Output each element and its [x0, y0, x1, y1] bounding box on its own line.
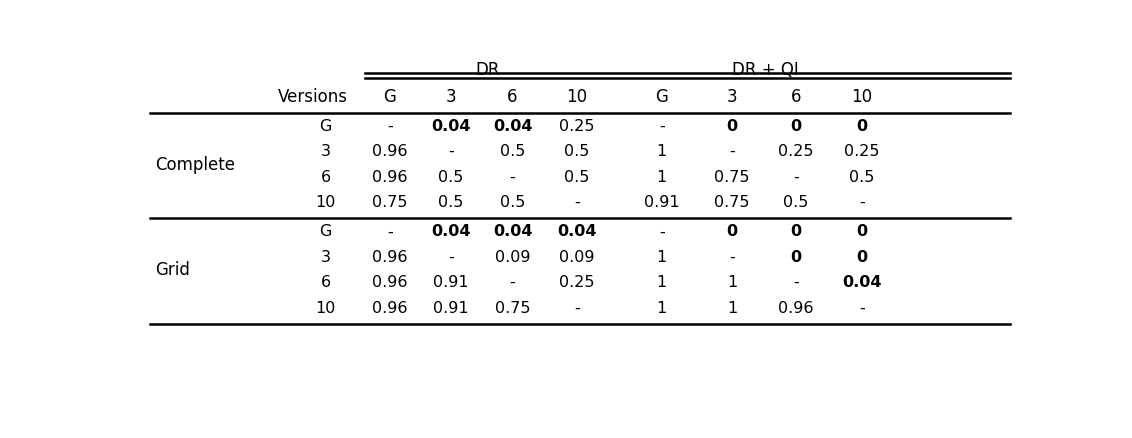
- Text: 0.25: 0.25: [778, 144, 814, 159]
- Text: 0.5: 0.5: [783, 194, 808, 210]
- Text: 0.04: 0.04: [557, 224, 597, 239]
- Text: 0: 0: [790, 249, 801, 264]
- Text: 1: 1: [657, 300, 667, 315]
- Text: DR: DR: [475, 61, 499, 79]
- Text: 0: 0: [727, 119, 737, 134]
- Text: 6: 6: [507, 88, 517, 106]
- Text: 10: 10: [851, 88, 873, 106]
- Text: -: -: [659, 224, 664, 239]
- Text: 0.09: 0.09: [495, 249, 531, 264]
- Text: -: -: [859, 300, 865, 315]
- Text: 1: 1: [727, 275, 737, 290]
- Text: 0: 0: [856, 224, 867, 239]
- Text: 0.09: 0.09: [559, 249, 594, 264]
- Text: 0.75: 0.75: [714, 194, 749, 210]
- Text: 0.75: 0.75: [495, 300, 531, 315]
- Text: 0.5: 0.5: [849, 170, 874, 184]
- Text: 0.25: 0.25: [844, 144, 880, 159]
- Text: 0.04: 0.04: [842, 275, 882, 290]
- Text: Grid: Grid: [155, 261, 189, 279]
- Text: 6: 6: [320, 170, 331, 184]
- Text: 0.25: 0.25: [559, 119, 594, 134]
- Text: 0: 0: [856, 249, 867, 264]
- Text: 0.5: 0.5: [438, 170, 464, 184]
- Text: -: -: [659, 119, 664, 134]
- Text: -: -: [794, 170, 799, 184]
- Text: -: -: [448, 249, 454, 264]
- Text: 0.75: 0.75: [714, 170, 749, 184]
- Text: 0.96: 0.96: [778, 300, 814, 315]
- Text: 0.5: 0.5: [500, 194, 525, 210]
- Text: 0: 0: [790, 224, 801, 239]
- Text: 10: 10: [566, 88, 588, 106]
- Text: -: -: [387, 119, 393, 134]
- Text: 0.75: 0.75: [372, 194, 408, 210]
- Text: 0.25: 0.25: [559, 275, 594, 290]
- Text: -: -: [729, 144, 735, 159]
- Text: 0: 0: [856, 119, 867, 134]
- Text: 0.96: 0.96: [372, 300, 408, 315]
- Text: 1: 1: [657, 275, 667, 290]
- Text: G: G: [384, 88, 396, 106]
- Text: -: -: [509, 275, 515, 290]
- Text: 0.96: 0.96: [372, 275, 408, 290]
- Text: 10: 10: [316, 300, 336, 315]
- Text: 0.96: 0.96: [372, 144, 408, 159]
- Text: 0.96: 0.96: [372, 170, 408, 184]
- Text: 0.91: 0.91: [434, 300, 469, 315]
- Text: G: G: [319, 119, 332, 134]
- Text: 6: 6: [791, 88, 801, 106]
- Text: -: -: [509, 170, 515, 184]
- Text: 0.96: 0.96: [372, 249, 408, 264]
- Text: -: -: [794, 275, 799, 290]
- Text: 0: 0: [790, 119, 801, 134]
- Text: -: -: [387, 224, 393, 239]
- Text: 1: 1: [657, 170, 667, 184]
- Text: 0.04: 0.04: [431, 119, 471, 134]
- Text: 0.04: 0.04: [431, 224, 471, 239]
- Text: 0.5: 0.5: [564, 170, 590, 184]
- Text: 0.91: 0.91: [434, 275, 469, 290]
- Text: -: -: [448, 144, 454, 159]
- Text: 0: 0: [727, 224, 737, 239]
- Text: G: G: [319, 224, 332, 239]
- Text: 3: 3: [727, 88, 737, 106]
- Text: G: G: [655, 88, 668, 106]
- Text: 10: 10: [316, 194, 336, 210]
- Text: 1: 1: [657, 249, 667, 264]
- Text: -: -: [859, 194, 865, 210]
- Text: 3: 3: [320, 144, 331, 159]
- Text: 1: 1: [727, 300, 737, 315]
- Text: -: -: [574, 300, 580, 315]
- Text: 3: 3: [446, 88, 456, 106]
- Text: Versions: Versions: [277, 88, 348, 106]
- Text: -: -: [729, 249, 735, 264]
- Text: -: -: [574, 194, 580, 210]
- Text: 0.04: 0.04: [492, 119, 532, 134]
- Text: 0.04: 0.04: [492, 224, 532, 239]
- Text: DR + QI: DR + QI: [732, 61, 799, 79]
- Text: 0.5: 0.5: [564, 144, 590, 159]
- Text: Complete: Complete: [155, 155, 234, 173]
- Text: 1: 1: [657, 144, 667, 159]
- Text: 0.91: 0.91: [644, 194, 679, 210]
- Text: 0.5: 0.5: [438, 194, 464, 210]
- Text: 3: 3: [320, 249, 331, 264]
- Text: 0.5: 0.5: [500, 144, 525, 159]
- Text: 6: 6: [320, 275, 331, 290]
